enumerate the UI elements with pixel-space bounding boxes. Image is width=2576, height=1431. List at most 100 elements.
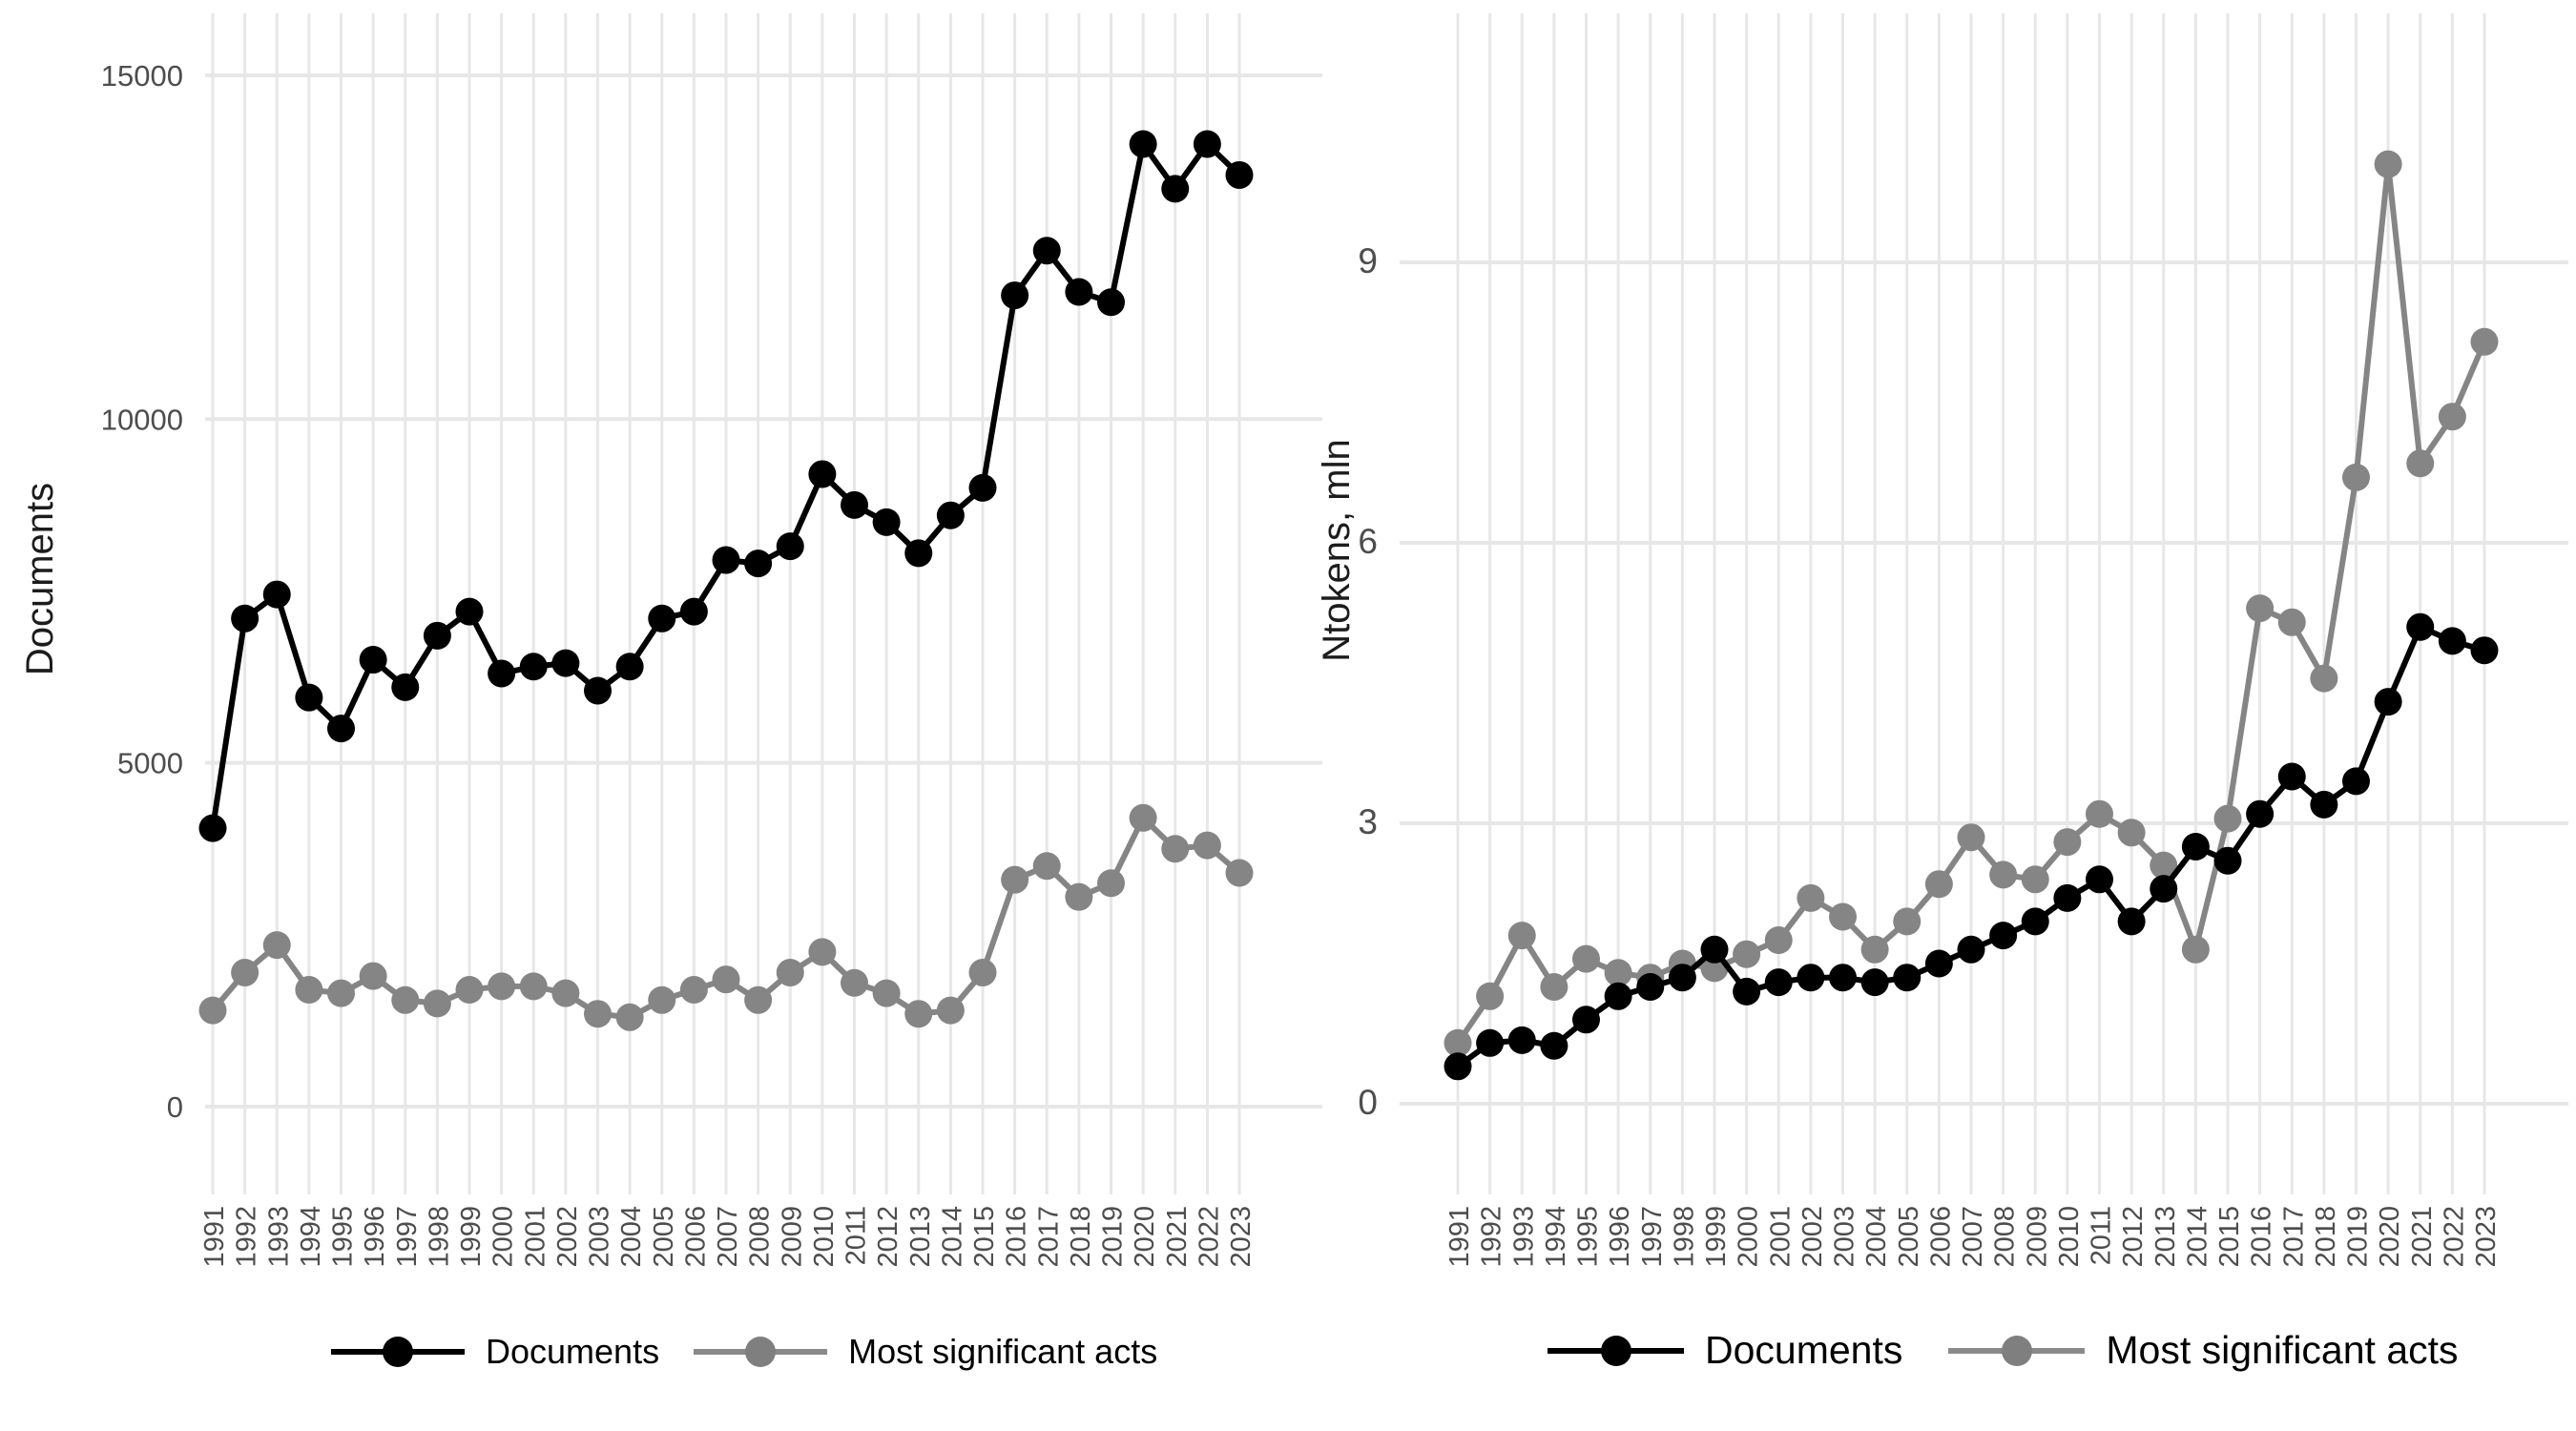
data-point-most-significant-acts: [968, 958, 997, 986]
data-point-documents: [1797, 964, 1825, 992]
data-point-documents: [1032, 237, 1061, 265]
data-point-documents: [2310, 790, 2338, 819]
x-tick-label: 2013: [2150, 1206, 2181, 1268]
data-point-most-significant-acts: [2086, 799, 2113, 828]
data-point-documents: [1636, 973, 1665, 1001]
x-tick-label: 2004: [1861, 1206, 1892, 1268]
y-tick-label: 6: [1358, 522, 1378, 561]
x-tick-label: 2008: [745, 1206, 776, 1268]
data-point-most-significant-acts: [2438, 403, 2466, 431]
legend-label: Most significant acts: [2106, 1328, 2459, 1372]
data-point-most-significant-acts: [712, 965, 740, 994]
data-point-documents: [841, 490, 868, 519]
data-point-most-significant-acts: [872, 979, 901, 1007]
data-point-most-significant-acts: [2406, 449, 2435, 478]
x-tick-label: 2013: [905, 1206, 936, 1268]
data-point-documents: [1924, 949, 1953, 978]
data-point-documents: [904, 539, 933, 568]
x-tick-label: 1993: [1508, 1206, 1539, 1268]
data-point-most-significant-acts: [327, 979, 355, 1007]
x-tick-label: 2017: [2278, 1206, 2309, 1268]
data-point-most-significant-acts: [2181, 935, 2210, 964]
data-point-documents: [2181, 833, 2210, 861]
x-tick-label: 2016: [2247, 1206, 2277, 1268]
data-point-documents: [2150, 875, 2178, 903]
data-point-most-significant-acts: [584, 1000, 612, 1028]
data-point-most-significant-acts: [1989, 861, 2018, 889]
x-tick-label: 1997: [392, 1206, 423, 1268]
data-point-most-significant-acts: [1001, 865, 1029, 894]
legend-key-documents-line-dot-icon: [331, 1336, 465, 1368]
data-point-most-significant-acts: [648, 985, 676, 1014]
data-point-documents: [1193, 130, 1221, 158]
data-point-documents: [1989, 922, 2018, 950]
legend-item-most-significant-acts: Most significant acts: [1948, 1328, 2459, 1373]
x-tick-label: 2012: [2118, 1206, 2149, 1268]
x-tick-label: 2005: [1894, 1206, 1924, 1268]
x-tick-label: 2011: [2087, 1206, 2117, 1265]
data-point-most-significant-acts: [776, 958, 804, 986]
x-tick-label: 2021: [2407, 1206, 2438, 1268]
x-tick-label: 2000: [488, 1206, 519, 1268]
x-tick-label: 2001: [1765, 1206, 1796, 1268]
x-tick-label: 2005: [649, 1206, 679, 1268]
data-point-documents: [872, 508, 901, 536]
data-point-most-significant-acts: [1860, 935, 1889, 964]
legend-item-most-significant-acts: Most significant acts: [694, 1332, 1157, 1372]
data-point-documents: [1097, 288, 1125, 317]
data-point-most-significant-acts: [1829, 902, 1857, 931]
x-tick-label: 2002: [552, 1206, 583, 1268]
data-point-most-significant-acts: [1097, 869, 1125, 898]
data-point-documents: [1001, 281, 1029, 310]
legend-right: Documents Most significant acts: [1548, 1328, 2459, 1373]
data-point-most-significant-acts: [744, 985, 773, 1014]
data-point-most-significant-acts: [295, 975, 323, 1004]
data-point-most-significant-acts: [1225, 859, 1254, 887]
data-point-documents: [1540, 1031, 1568, 1060]
x-tick-label: 1999: [456, 1206, 487, 1268]
legend-key-acts-line-dot-icon: [1948, 1335, 2086, 1367]
x-tick-label: 2018: [1066, 1206, 1096, 1268]
legend-left: Documents Most significant acts: [331, 1332, 1157, 1372]
y-axis-title-left: Documents: [19, 483, 61, 675]
data-point-documents: [2406, 612, 2435, 641]
data-point-most-significant-acts: [391, 985, 420, 1014]
data-point-documents: [776, 532, 804, 561]
data-point-documents: [968, 473, 997, 502]
data-point-documents: [1829, 964, 1857, 992]
data-point-most-significant-acts: [1572, 944, 1600, 973]
data-point-documents: [2117, 907, 2146, 936]
x-tick-label: 2018: [2311, 1206, 2341, 1268]
data-point-documents: [488, 659, 516, 688]
data-point-documents: [198, 814, 227, 842]
data-point-most-significant-acts: [1924, 870, 1953, 899]
data-point-documents: [295, 683, 323, 712]
data-point-documents: [1764, 968, 1793, 997]
legend-key-acts-line-dot-icon: [694, 1336, 828, 1368]
data-point-most-significant-acts: [2021, 865, 2049, 894]
x-tick-label: 2010: [809, 1206, 840, 1268]
data-point-most-significant-acts: [1193, 831, 1221, 860]
data-point-documents: [519, 653, 548, 681]
data-point-most-significant-acts: [2150, 851, 2178, 880]
x-tick-label: 2011: [841, 1206, 872, 1265]
data-point-documents: [327, 715, 355, 743]
x-tick-label: 2014: [937, 1206, 967, 1268]
data-point-documents: [1957, 935, 1985, 964]
data-point-most-significant-acts: [455, 975, 484, 1004]
data-point-documents: [648, 604, 676, 633]
data-point-documents: [679, 597, 708, 626]
x-tick-label: 2003: [1830, 1206, 1860, 1268]
data-point-documents: [2438, 627, 2466, 655]
data-point-documents: [262, 580, 291, 609]
data-point-most-significant-acts: [423, 989, 451, 1018]
y-tick-label: 15000: [101, 59, 183, 93]
legend-label: Documents: [486, 1332, 660, 1371]
data-point-documents: [1129, 130, 1157, 158]
x-tick-label: 1992: [1477, 1206, 1507, 1268]
y-tick-label: 0: [167, 1090, 183, 1124]
data-point-documents: [936, 501, 965, 529]
x-tick-label: 1995: [1573, 1206, 1604, 1268]
data-point-most-significant-acts: [2277, 608, 2306, 636]
